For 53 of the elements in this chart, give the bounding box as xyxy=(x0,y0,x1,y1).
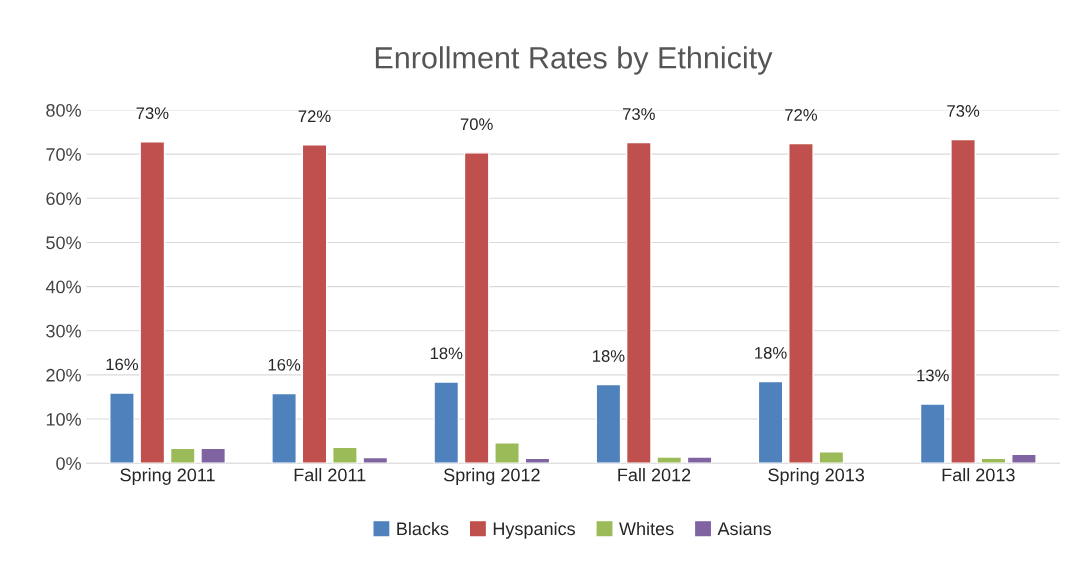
x-tick-label: Fall 2011 xyxy=(294,468,366,482)
bar xyxy=(494,442,520,464)
y-tick-label: 20% xyxy=(46,368,81,382)
bar xyxy=(656,456,683,464)
legend-label: Hyspanics xyxy=(493,521,575,539)
y-tick-label: 0% xyxy=(56,457,81,470)
bar xyxy=(788,142,814,464)
x-tick-label: Spring 2013 xyxy=(768,468,865,485)
bar xyxy=(271,392,297,464)
data-label: 72% xyxy=(785,109,818,121)
legend-label: Blacks xyxy=(397,521,449,536)
data-label: 73% xyxy=(947,105,980,117)
bar xyxy=(625,141,652,464)
y-tick-label: 60% xyxy=(46,192,81,206)
y-tick-label: 80% xyxy=(46,103,81,117)
y-tick-label: 10% xyxy=(46,412,81,426)
bar xyxy=(332,446,358,464)
data-label: 16% xyxy=(106,358,139,371)
data-label: 18% xyxy=(430,347,463,360)
y-tick-label: 30% xyxy=(46,324,81,338)
data-label: 18% xyxy=(592,350,625,362)
x-tick-label: Spring 2011 xyxy=(120,468,215,485)
legend-label: Asians xyxy=(717,521,772,536)
bar xyxy=(686,456,713,464)
bar xyxy=(1011,453,1037,464)
bar xyxy=(301,144,328,464)
bar xyxy=(818,451,845,464)
bar xyxy=(109,392,135,464)
data-label: 72% xyxy=(298,110,331,123)
x-tick-label: Fall 2012 xyxy=(618,468,691,482)
legend-label: Whites xyxy=(619,521,674,536)
bar xyxy=(757,380,784,464)
bar xyxy=(433,381,460,464)
data-label: 13% xyxy=(917,369,949,382)
bar xyxy=(169,447,196,464)
bar xyxy=(463,152,490,464)
bar xyxy=(139,141,166,464)
bar xyxy=(362,456,389,464)
data-label: 70% xyxy=(460,118,493,131)
bar xyxy=(595,383,622,464)
y-tick-label: 40% xyxy=(45,280,81,294)
bar xyxy=(919,403,946,464)
bar xyxy=(200,447,227,464)
data-label: 73% xyxy=(136,107,169,120)
data-label: 18% xyxy=(755,346,787,359)
chart-title: Enrollment Rates by Ethnicity xyxy=(375,46,773,75)
bar xyxy=(950,138,976,464)
data-label: 16% xyxy=(268,358,301,371)
y-tick-label: 70% xyxy=(46,148,81,161)
x-tick-label: Spring 2012 xyxy=(443,468,540,485)
data-label: 73% xyxy=(622,108,655,120)
y-tick-label: 50% xyxy=(46,236,81,250)
x-tick-label: Fall 2013 xyxy=(942,468,1015,482)
